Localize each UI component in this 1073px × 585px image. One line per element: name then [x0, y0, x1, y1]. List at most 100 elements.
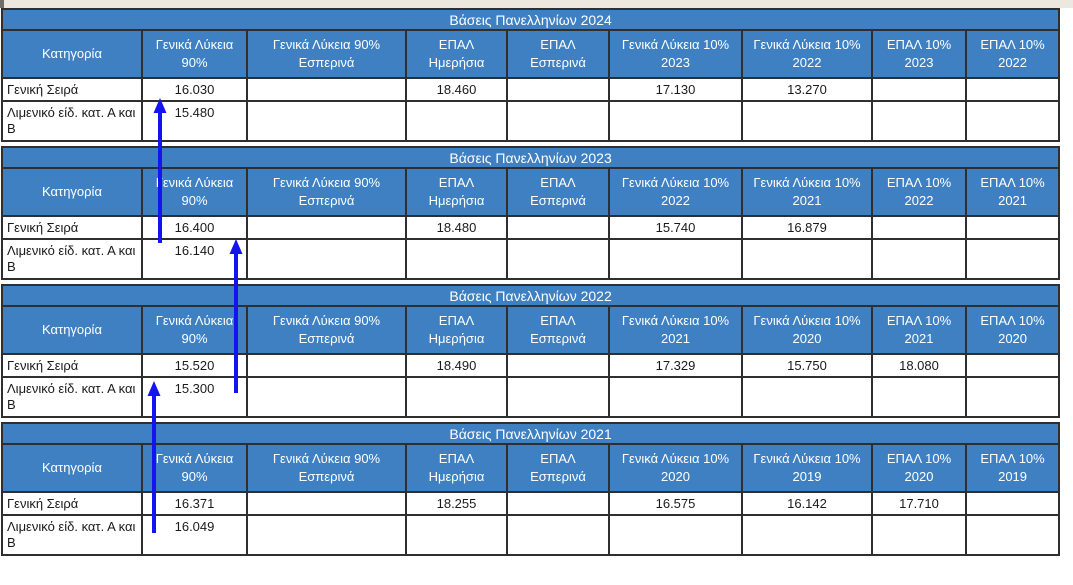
cell-value — [871, 100, 967, 142]
column-header: Γενικά Λύκεια 90% — [141, 167, 248, 217]
column-header: ΕΠΑΛ 10% 2021 — [871, 305, 967, 355]
cell-value — [405, 376, 508, 418]
row-category: Λιμενικό είδ. κατ. Α και Β — [1, 238, 143, 280]
cell-value: 18.255 — [405, 491, 508, 516]
column-header: ΕΠΑΛ 10% 2020 — [964, 305, 1061, 355]
column-header: Γενικά Λύκεια 10% 2020 — [608, 443, 743, 493]
column-header: ΕΠΑΛ 10% 2022 — [871, 167, 967, 217]
cell-value: 15.300 — [141, 376, 248, 418]
table-title-2024: Βάσεις Πανελληνίων 2024 — [0, 8, 1061, 31]
row-category: Λιμενικό είδ. κατ. Α και Β — [1, 100, 143, 142]
cell-value — [246, 353, 407, 378]
bases-table-2023: Βάσεις Πανελληνίων 2023 Κατηγορία Γενικά Λ… — [0, 146, 1061, 280]
column-header: ΕΠΑΛ Ημερήσια — [405, 167, 508, 217]
cell-value — [506, 514, 610, 556]
column-header: Γενικά Λύκεια 10% 2023 — [608, 29, 743, 79]
column-header: ΕΠΑΛ Ημερήσια — [405, 443, 508, 493]
bases-table-2021: Βάσεις Πανελληνίων 2021 Κατηγορία Γενικά Λ… — [0, 422, 1061, 556]
cell-value — [741, 376, 873, 418]
column-header: ΕΠΑΛ Εσπερινά — [506, 305, 610, 355]
table-row: Γενική Σειρά 15.520 18.490 17.329 15.750 18.0… — [1, 353, 1061, 378]
exam-bases-tables: Βάσεις Πανελληνίων 2024 Κατηγορία Γενικά Λ… — [0, 8, 1073, 556]
column-header: ΕΠΑΛ Ημερήσια — [405, 305, 508, 355]
row-category: Λιμενικό είδ. κατ. Α και Β — [1, 376, 143, 418]
column-header: Γενικά Λύκεια 10% 2022 — [608, 167, 743, 217]
cell-value — [506, 77, 610, 102]
column-header: ΕΠΑΛ Εσπερινά — [506, 29, 610, 79]
cell-value — [246, 238, 407, 280]
column-header: Γενικά Λύκεια 10% 2019 — [741, 443, 873, 493]
cell-value — [246, 514, 407, 556]
column-header: ΕΠΑΛ 10% 2020 — [871, 443, 967, 493]
column-header: Γενικά Λύκεια 90% Εσπερινά — [246, 29, 407, 79]
table-title-2022: Βάσεις Πανελληνίων 2022 — [0, 284, 1061, 307]
cell-value — [964, 100, 1061, 142]
cell-value — [506, 215, 610, 240]
cell-value: 16.371 — [141, 491, 248, 516]
bases-table-2024: Βάσεις Πανελληνίων 2024 Κατηγορία Γενικά Λ… — [0, 8, 1061, 142]
row-category: Γενική Σειρά — [1, 491, 143, 516]
cell-value: 15.750 — [741, 353, 873, 378]
cell-value — [405, 100, 508, 142]
cell-value — [246, 77, 407, 102]
table-row: Λιμενικό είδ. κατ. Α και Β 15.480 — [1, 100, 1061, 142]
cell-value: 18.080 — [871, 353, 967, 378]
table-row: Λιμενικό είδ. κατ. Α και Β 16.049 — [1, 514, 1061, 556]
column-header: ΕΠΑΛ Ημερήσια — [405, 29, 508, 79]
cell-value: 16.400 — [141, 215, 248, 240]
table-row: Λιμενικό είδ. κατ. Α και Β 15.300 — [1, 376, 1061, 418]
column-header: Γενικά Λύκεια 10% 2020 — [741, 305, 873, 355]
cell-value: 16.142 — [741, 491, 873, 516]
cell-value: 16.879 — [741, 215, 873, 240]
cell-value: 13.270 — [741, 77, 873, 102]
cell-value: 16.140 — [141, 238, 248, 280]
cell-value — [506, 100, 610, 142]
cell-value — [246, 491, 407, 516]
cell-value — [741, 100, 873, 142]
cell-value: 16.030 — [141, 77, 248, 102]
column-header: Γενικά Λύκεια 10% 2022 — [741, 29, 873, 79]
cell-value: 15.740 — [608, 215, 743, 240]
cell-value: 18.460 — [405, 77, 508, 102]
cell-value: 17.130 — [608, 77, 743, 102]
cell-value — [246, 376, 407, 418]
cell-value — [405, 238, 508, 280]
column-header: Γενικά Λύκεια 90% — [141, 29, 248, 79]
cell-value: 18.490 — [405, 353, 508, 378]
column-header: ΕΠΑΛ 10% 2021 — [964, 167, 1061, 217]
cell-value — [964, 376, 1061, 418]
cell-value — [964, 215, 1061, 240]
cell-value: 16.049 — [141, 514, 248, 556]
table-row: Γενική Σειρά 16.030 18.460 17.130 13.270 — [1, 77, 1061, 102]
column-header: Γενικά Λύκεια 90% Εσπερινά — [246, 305, 407, 355]
table-row: Γενική Σειρά 16.400 18.480 15.740 16.879 — [1, 215, 1061, 240]
table-row: Λιμενικό είδ. κατ. Α και Β 16.140 — [1, 238, 1061, 280]
cell-value — [246, 215, 407, 240]
cell-value — [405, 514, 508, 556]
column-header-category: Κατηγορία — [1, 443, 143, 493]
window-top-strip — [0, 0, 1073, 8]
cell-value — [608, 100, 743, 142]
cell-value — [964, 514, 1061, 556]
column-header: ΕΠΑΛ 10% 2023 — [871, 29, 967, 79]
row-category: Γενική Σειρά — [1, 77, 143, 102]
column-header-category: Κατηγορία — [1, 305, 143, 355]
cell-value — [246, 100, 407, 142]
cell-value — [608, 514, 743, 556]
column-header-category: Κατηγορία — [1, 167, 143, 217]
column-header: Γενικά Λύκεια 90% Εσπερινά — [246, 167, 407, 217]
column-header: ΕΠΑΛ 10% 2022 — [964, 29, 1061, 79]
cell-value — [741, 514, 873, 556]
row-category: Γενική Σειρά — [1, 215, 143, 240]
cell-value — [871, 514, 967, 556]
cell-value — [964, 77, 1061, 102]
cell-value — [964, 238, 1061, 280]
cell-value — [608, 376, 743, 418]
cell-value — [608, 238, 743, 280]
cell-value — [964, 353, 1061, 378]
row-category: Γενική Σειρά — [1, 353, 143, 378]
cell-value: 16.575 — [608, 491, 743, 516]
column-header: Γενικά Λύκεια 90% — [141, 305, 248, 355]
column-header: Γενικά Λύκεια 90% Εσπερινά — [246, 443, 407, 493]
cell-value: 15.480 — [141, 100, 248, 142]
